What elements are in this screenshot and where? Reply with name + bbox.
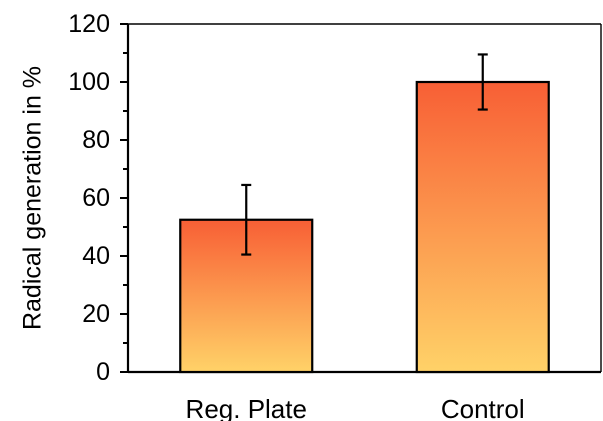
y-tick-label-60: 60 [82, 184, 110, 212]
y-tick-label-0: 0 [96, 358, 110, 386]
y-tick-label-20: 20 [82, 300, 110, 328]
y-tick-label-120: 120 [68, 10, 110, 38]
y-tick-label-100: 100 [68, 68, 110, 96]
y-tick-label-40: 40 [82, 242, 110, 270]
y-tick-label-80: 80 [82, 126, 110, 154]
x-tick-label-0: Reg. Plate [186, 394, 307, 421]
bar-1 [415, 80, 550, 374]
x-axis-labels: Reg. Plate Control [186, 394, 525, 421]
x-tick-label-1: Control [441, 394, 525, 421]
error-bar-0 [241, 183, 252, 256]
bars-group [179, 53, 550, 374]
y-axis-title: Radical generation in % [19, 66, 47, 330]
error-bar-1 [477, 53, 488, 111]
y-axis-ticks: 0 20 40 60 80 100 120 [68, 10, 128, 386]
